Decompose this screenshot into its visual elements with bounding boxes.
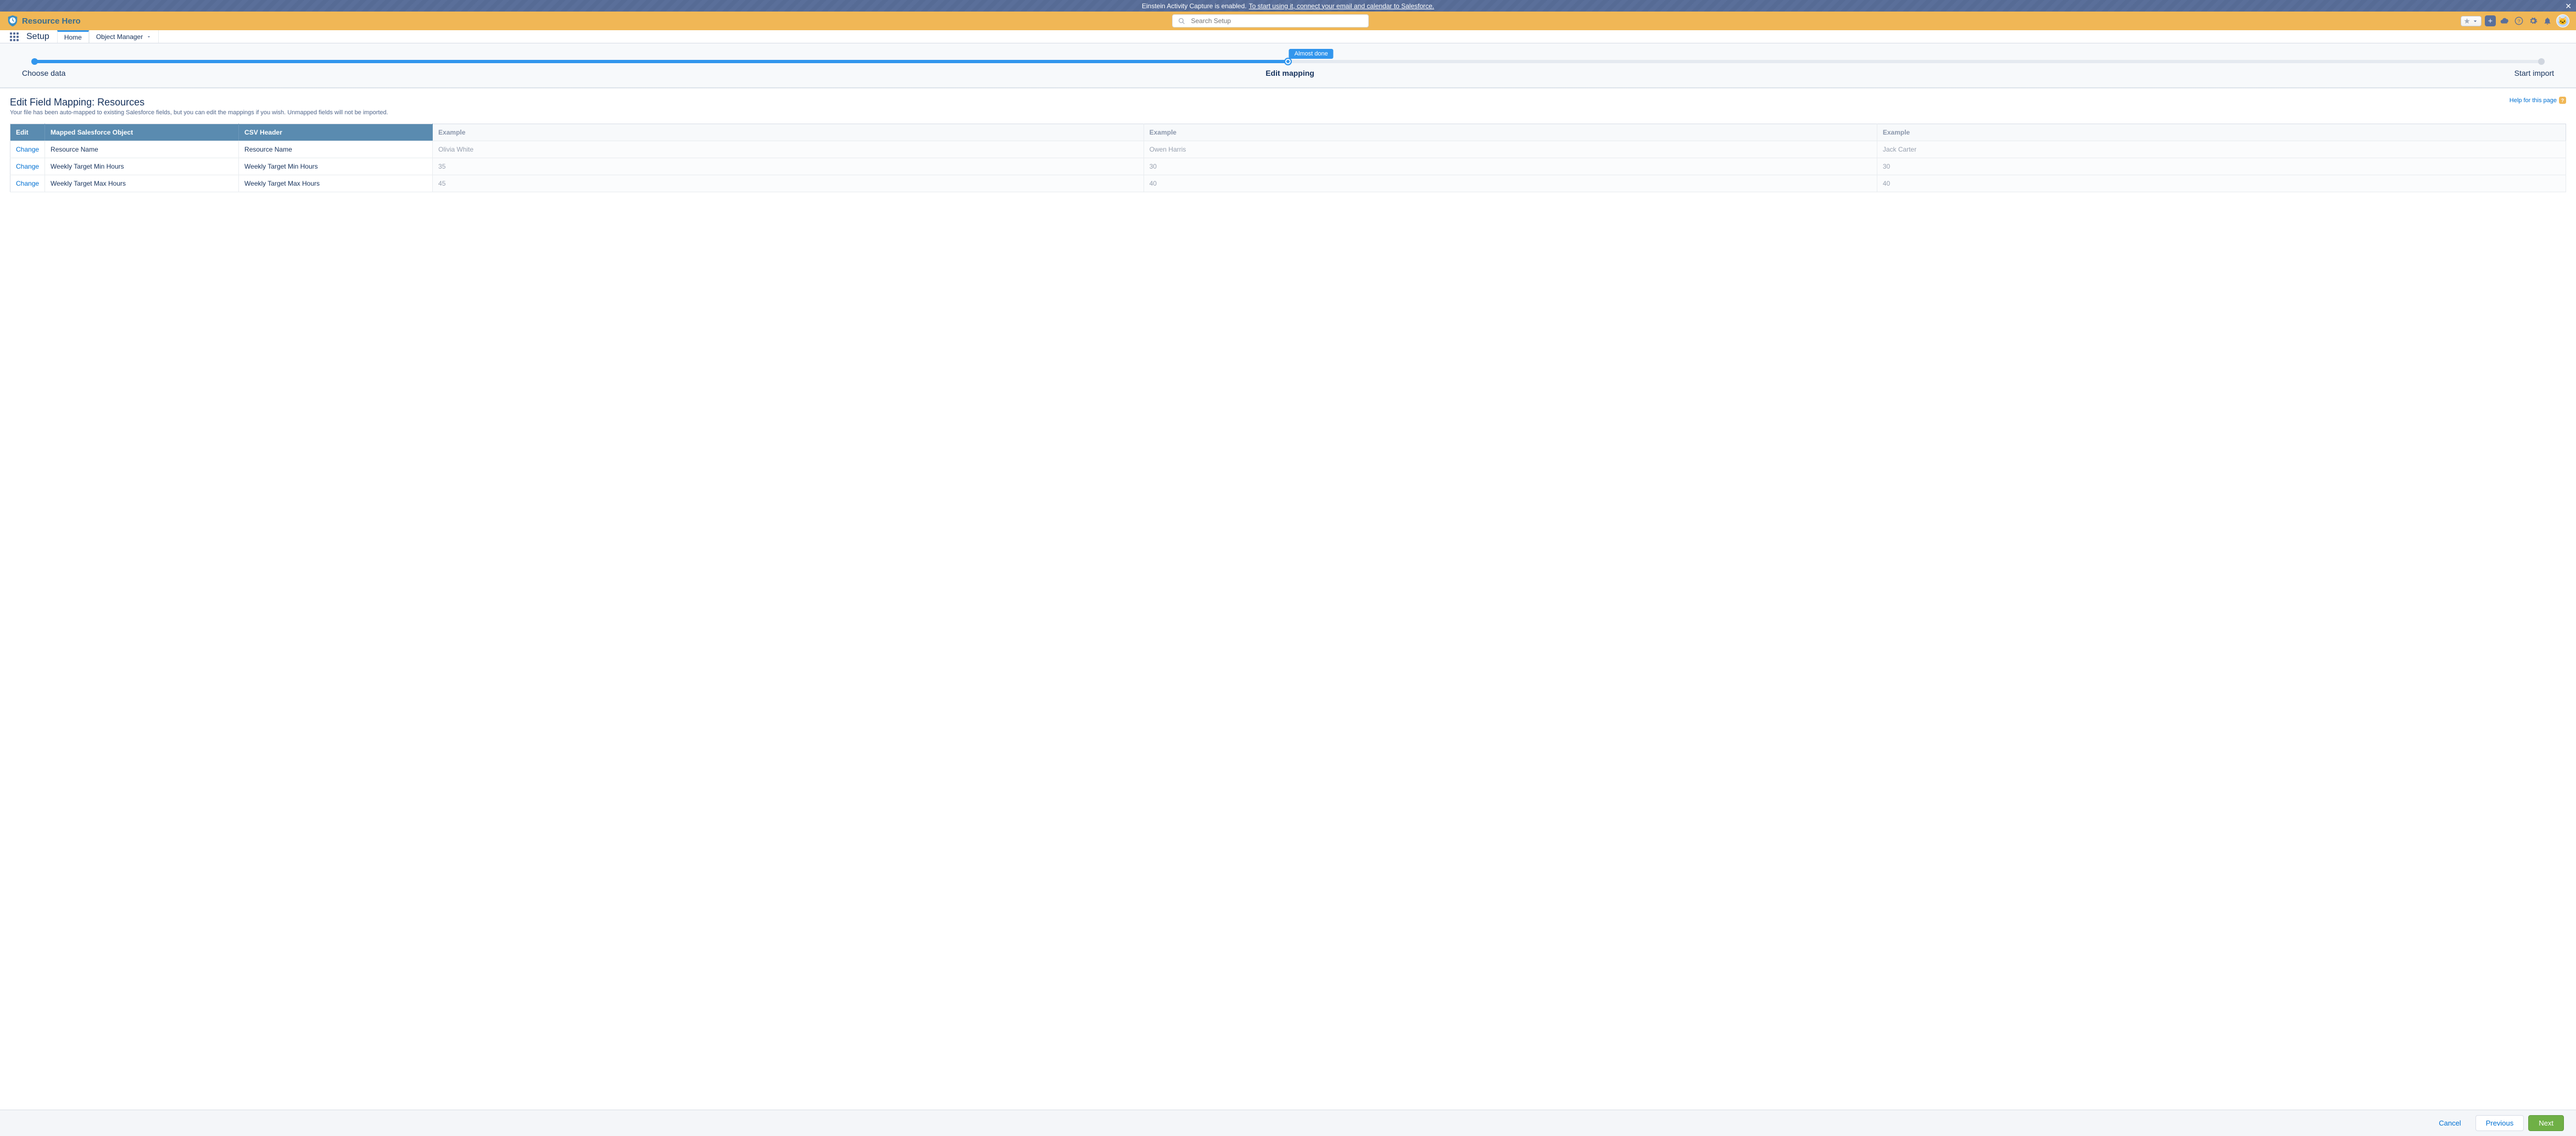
waffle-icon (10, 32, 19, 41)
cell-csv: Weekly Target Min Hours (239, 158, 433, 175)
change-link[interactable]: Change (16, 146, 39, 153)
gear-icon (2529, 16, 2538, 25)
tab-object-manager-label: Object Manager (96, 33, 143, 41)
cell-example: 35 (433, 158, 1144, 175)
banner-text: Einstein Activity Capture is enabled. (1142, 2, 1247, 10)
setup-gear-button[interactable] (2528, 15, 2539, 26)
banner-link[interactable]: To start using it, connect your email an… (1249, 2, 1435, 10)
page-subtitle: Your file has been auto-mapped to existi… (10, 109, 2566, 116)
context-nav: Setup Home Object Manager (0, 30, 2576, 43)
global-search[interactable] (1172, 14, 1369, 27)
search-input[interactable] (1191, 17, 1363, 25)
progress-step-1-dot (31, 58, 38, 65)
next-button[interactable]: Next (2528, 1115, 2564, 1131)
help-for-page-link[interactable]: Help for this page ? (2510, 97, 2566, 104)
change-link[interactable]: Change (16, 180, 39, 187)
progress-step-3-dot (2538, 58, 2545, 65)
progress-fill (33, 60, 1288, 63)
th-example-3: Example (1877, 124, 2566, 141)
shield-clock-icon (7, 15, 19, 27)
wizard-progress: Almost done Choose data Edit mapping Sta… (0, 43, 2576, 88)
th-example-2: Example (1144, 124, 1877, 141)
progress-label-2: Edit mapping (1265, 69, 1314, 77)
table-row: Change Weekly Target Max HoursWeekly Targ… (10, 175, 2566, 192)
previous-button[interactable]: Previous (2475, 1115, 2524, 1131)
cell-example: Jack Carter (1877, 141, 2566, 158)
page-title: Edit Field Mapping: Resources (10, 97, 2566, 108)
cell-csv: Resource Name (239, 141, 433, 158)
cell-csv: Weekly Target Max Hours (239, 175, 433, 192)
notifications-button[interactable] (2542, 15, 2553, 26)
cell-mapped: Weekly Target Min Hours (45, 158, 239, 175)
star-icon (2463, 18, 2471, 25)
help-icon: ? (2559, 97, 2566, 104)
cell-example: 45 (433, 175, 1144, 192)
tab-home-label: Home (64, 34, 82, 41)
salesforce-cloud-button[interactable] (2499, 15, 2510, 26)
app-name: Resource Hero (22, 16, 81, 26)
table-row: Change Weekly Target Min HoursWeekly Targ… (10, 158, 2566, 175)
cell-example: 30 (1144, 158, 1877, 175)
progress-track (33, 60, 2543, 63)
th-edit: Edit (10, 124, 45, 141)
cancel-button[interactable]: Cancel (2429, 1116, 2471, 1131)
cell-mapped: Weekly Target Max Hours (45, 175, 239, 192)
table-row: ChangeResource NameResource NameOlivia W… (10, 141, 2566, 158)
nav-app-title: Setup (23, 30, 57, 43)
cell-example: Owen Harris (1144, 141, 1877, 158)
tab-object-manager[interactable]: Object Manager (89, 30, 159, 43)
chevron-down-icon (2472, 18, 2479, 25)
change-link[interactable]: Change (16, 163, 39, 170)
progress-label-1: Choose data (22, 69, 65, 77)
progress-step-2-dot (1284, 58, 1292, 65)
th-mapped: Mapped Salesforce Object (45, 124, 239, 141)
search-icon (1178, 18, 1185, 25)
app-launcher-button[interactable] (5, 30, 23, 43)
th-csv: CSV Header (239, 124, 433, 141)
wizard-footer: Cancel Previous Next (0, 1110, 2576, 1136)
help-link-text: Help for this page (2510, 97, 2557, 104)
cell-example: 40 (1144, 175, 1877, 192)
th-example-1: Example (433, 124, 1144, 141)
cell-mapped: Resource Name (45, 141, 239, 158)
tab-home[interactable]: Home (57, 30, 89, 43)
cell-example: 40 (1877, 175, 2566, 192)
bell-icon (2543, 16, 2552, 25)
plus-icon (2487, 18, 2494, 24)
cloud-icon (2500, 16, 2509, 25)
app-logo[interactable]: Resource Hero (7, 15, 81, 27)
user-avatar[interactable]: 🐱 (2556, 14, 2569, 27)
field-mapping-table: Edit Mapped Salesforce Object CSV Header… (10, 124, 2566, 192)
banner-close-icon[interactable]: ✕ (2565, 2, 2572, 11)
cell-example: Olivia White (433, 141, 1144, 158)
svg-text:?: ? (2518, 18, 2521, 24)
einstein-banner: Einstein Activity Capture is enabled. To… (0, 0, 2576, 12)
main-content: Help for this page ? Edit Field Mapping:… (0, 88, 2576, 231)
progress-label-3: Start import (2514, 69, 2554, 77)
question-icon: ? (2514, 16, 2523, 25)
help-button[interactable]: ? (2513, 15, 2524, 26)
favorites-button[interactable] (2461, 16, 2482, 26)
chevron-down-icon (146, 34, 152, 40)
global-header: Resource Hero ? 🐱 (0, 12, 2576, 30)
cell-example: 30 (1877, 158, 2566, 175)
header-actions: ? 🐱 (2461, 14, 2569, 27)
global-create-button[interactable] (2485, 15, 2496, 26)
